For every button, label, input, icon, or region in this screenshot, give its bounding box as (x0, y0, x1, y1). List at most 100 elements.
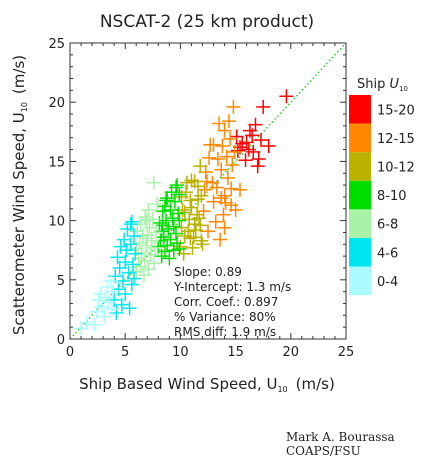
data-point (215, 139, 230, 154)
x-tick-label: 0 (66, 345, 74, 360)
data-point (187, 217, 202, 232)
data-point (156, 230, 171, 245)
data-point (121, 265, 136, 280)
data-point (149, 225, 164, 240)
data-point (155, 218, 170, 233)
stat-corr-coef: Corr. Coef.: 0.897 (174, 295, 278, 309)
data-point (114, 297, 129, 312)
data-point (123, 217, 138, 232)
data-point (177, 205, 192, 220)
data-point (180, 175, 195, 190)
data-points (74, 89, 294, 336)
data-point (154, 249, 169, 264)
y-tick-label: 20 (48, 96, 65, 111)
y-tick-label: 15 (48, 155, 65, 170)
data-point (189, 207, 204, 222)
x-tick-label: 15 (227, 345, 244, 360)
data-point (152, 215, 167, 230)
data-point (113, 239, 128, 254)
data-point (124, 214, 139, 229)
data-point (228, 202, 243, 217)
data-point (154, 224, 169, 239)
stat-y-intercept: Y-Intercept: 1.3 m/s (173, 280, 291, 294)
data-point (235, 136, 250, 151)
data-point (162, 251, 177, 266)
data-point (219, 149, 234, 164)
legend-items: 15-20 12-15 10-12 8-10 6-8 4-6 0-4 (349, 95, 415, 296)
y-axis-label-unit: (m/s) (10, 55, 28, 94)
data-point (128, 246, 143, 261)
data-point (261, 139, 276, 154)
y-axis-label-subscript: 10 (20, 102, 29, 112)
legend-label: 12-15 (377, 132, 415, 147)
data-point (188, 223, 203, 238)
data-point (79, 315, 94, 330)
credit-block: Mark A. Bourassa COAPS/FSU (286, 430, 395, 458)
stat-slope: Slope: 0.89 (174, 265, 242, 279)
data-point (170, 236, 185, 251)
legend-swatch (349, 238, 371, 267)
data-point (146, 175, 161, 190)
data-point (127, 228, 142, 243)
data-point (159, 193, 174, 208)
y-tick-label: 10 (48, 215, 65, 230)
data-point (140, 227, 155, 242)
data-point (201, 224, 215, 239)
data-point (197, 182, 212, 197)
data-point (191, 179, 206, 194)
data-point (146, 256, 161, 271)
data-point (118, 255, 133, 270)
data-point (134, 245, 149, 260)
data-point (132, 236, 147, 251)
data-point (217, 188, 232, 203)
legend-swatch (349, 123, 371, 153)
data-point (161, 221, 176, 236)
data-point (163, 202, 178, 217)
data-point (195, 237, 210, 252)
data-point (155, 204, 170, 219)
x-tick-label: 20 (283, 345, 300, 360)
x-tick-label: 10 (172, 345, 189, 360)
x-axis-label-subscript: 10 (277, 385, 287, 394)
one-to-one-line (69, 42, 347, 340)
y-tick-label: 5 (57, 274, 65, 289)
data-point (223, 131, 238, 146)
data-point (183, 193, 198, 208)
data-point (246, 144, 261, 159)
data-point (166, 219, 181, 234)
data-point (104, 302, 119, 317)
data-point (122, 301, 137, 316)
data-point (129, 264, 144, 279)
data-point (212, 116, 227, 131)
data-point (208, 214, 223, 229)
author-name: Mark A. Bourassa (286, 430, 395, 444)
legend-label: 10-12 (377, 161, 415, 176)
data-point (193, 159, 208, 174)
data-point (143, 247, 158, 262)
data-point (233, 182, 248, 197)
stats-box: Slope: 0.89 Y-Intercept: 1.3 m/s Corr. C… (173, 265, 291, 339)
data-point (112, 260, 127, 275)
x-axis-label-text: Ship Based Wind Speed, U (79, 375, 277, 393)
x-tick-label: 25 (338, 345, 355, 360)
y-tick-label: 25 (48, 37, 65, 52)
x-tick-label: 5 (121, 345, 129, 360)
data-point (125, 257, 140, 272)
data-point (221, 114, 236, 129)
data-point (199, 174, 214, 189)
plot-frame (69, 42, 347, 340)
data-point (150, 197, 165, 212)
data-point (139, 238, 154, 253)
data-point (174, 220, 189, 235)
data-point (139, 213, 154, 228)
stat-rms-diff: RMS diff: 1.9 m/s (174, 325, 276, 339)
data-point (87, 317, 102, 332)
data-point (225, 157, 240, 172)
data-point (118, 287, 133, 302)
data-point (91, 292, 106, 307)
data-point (186, 230, 201, 245)
data-point (210, 152, 225, 167)
data-point (191, 192, 206, 207)
data-point (168, 180, 183, 195)
